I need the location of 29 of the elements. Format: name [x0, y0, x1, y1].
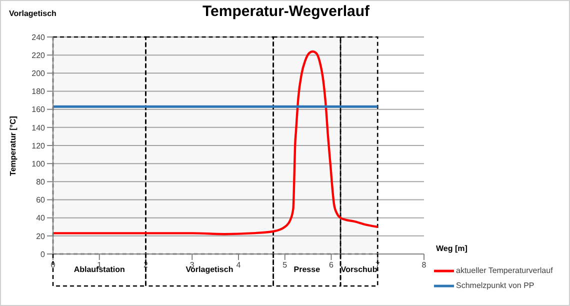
y-axis-title: Temperatur [°C]	[8, 116, 18, 176]
y-tick-label: 120	[32, 141, 46, 150]
chart-title: Temperatur-Wegverlauf	[202, 3, 370, 20]
band-label: Presse	[294, 265, 321, 274]
y-tick-label: 100	[32, 159, 46, 168]
y-tick-label: 20	[36, 232, 46, 241]
y-tick-label: 140	[32, 123, 46, 132]
line-series	[53, 50, 379, 236]
x-tick-label: 0	[50, 260, 56, 270]
y-tick-label: 200	[32, 69, 46, 78]
x-tick-label: 5	[282, 260, 288, 270]
band-label: Vorlagetisch	[186, 265, 234, 274]
text: Vorlagetisch	[9, 9, 56, 18]
x-axis-title: Weg [m]	[436, 244, 468, 253]
x-tick-label: 6	[329, 260, 334, 270]
y-tick-label: 60	[36, 196, 46, 205]
y-tick-label: 240	[32, 32, 46, 42]
band-label: Vorschub	[340, 265, 378, 274]
y-tick-label: 220	[32, 50, 46, 60]
legend-label: aktueller Temperaturverlauf	[456, 266, 553, 275]
legend-label: Schmelzpunkt von PP	[456, 281, 534, 290]
x-tick-label: 8	[422, 260, 427, 270]
y-tick-label: 160	[32, 105, 46, 114]
y-tick-label: 0	[40, 250, 46, 259]
x-tick-label: 4	[236, 260, 242, 270]
y-tick-label: 80	[36, 178, 46, 187]
y-tick-label: 180	[32, 87, 46, 96]
band-label: Ablaufstation	[74, 265, 126, 274]
y-tick-label: 40	[36, 214, 46, 223]
